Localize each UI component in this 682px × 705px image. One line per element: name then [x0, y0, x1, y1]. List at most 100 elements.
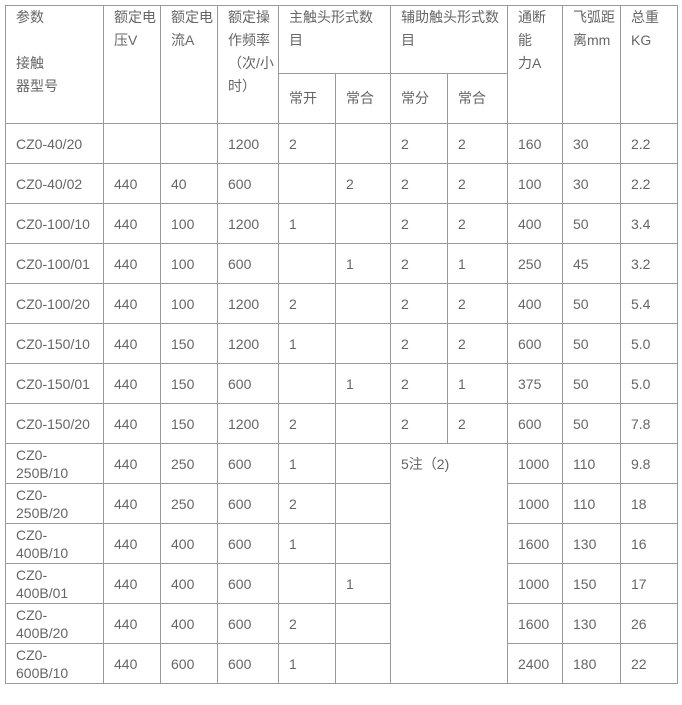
table-row: CZ0-250B/20 440 250 600 2 1000 110 18 [5, 483, 678, 524]
cell-frequency: 600 [217, 603, 279, 644]
table-row: CZ0-100/10 440 100 1200 1 2 2 400 50 3.4 [5, 203, 678, 244]
cell-main-no [278, 163, 336, 204]
cell-capacity: 1000 [507, 563, 563, 604]
cell-main-no: 1 [278, 643, 336, 684]
header-corner-params-model: 参数 接触 器型号 [5, 5, 104, 124]
cell-model: CZ0-250B/10 [5, 443, 104, 484]
cell-voltage: 440 [103, 643, 161, 684]
cell-current: 100 [160, 203, 218, 244]
cell-arc: 50 [562, 323, 621, 364]
cell-model: CZ0-100/20 [5, 283, 104, 324]
cell-aux-no: 2 [390, 243, 448, 284]
cell-current: 400 [160, 523, 218, 564]
cell-capacity: 1600 [507, 523, 563, 564]
cell-aux-nc: 1 [447, 363, 508, 404]
cell-model: CZ0-600B/10 [5, 643, 104, 684]
cell-current: 250 [160, 443, 218, 484]
cell-frequency: 1200 [217, 323, 279, 364]
cell-frequency: 600 [217, 443, 279, 484]
cell-main-no: 1 [278, 443, 336, 484]
cell-capacity: 2400 [507, 643, 563, 684]
cell-current: 150 [160, 363, 218, 404]
cell-aux-nc: 2 [447, 203, 508, 244]
cell-aux-nc: 2 [447, 323, 508, 364]
table-body: CZ0-40/20 1200 2 2 2 160 30 2.2 CZ0-40/02 440 40 60… [5, 123, 678, 684]
cell-weight: 16 [620, 523, 678, 564]
cell-aux-no: 2 [390, 403, 448, 444]
cell-main-nc [335, 323, 391, 364]
cell-voltage: 440 [103, 603, 161, 644]
cell-arc: 50 [562, 403, 621, 444]
cell-main-no [278, 563, 336, 604]
cell-frequency: 1200 [217, 123, 279, 164]
cell-aux-no: 2 [390, 323, 448, 364]
table-row: CZ0-250B/10 440 250 600 1 5注（2) 1000 110 9.8 [5, 443, 678, 684]
cell-weight: 7.8 [620, 403, 678, 444]
cell-main-nc [335, 483, 391, 524]
cell-weight: 2.2 [620, 123, 678, 164]
cell-main-no [278, 243, 336, 284]
cell-current: 150 [160, 403, 218, 444]
table-row: CZ0-600B/10 440 600 600 1 2400 180 22 [5, 643, 678, 684]
header-rated-current: 额定电 流A [160, 5, 218, 124]
cell-frequency: 600 [217, 563, 279, 604]
cell-weight: 22 [620, 643, 678, 684]
cell-model: CZ0-400B/20 [5, 603, 104, 644]
table-row: CZ0-100/01 440 100 600 1 2 1 250 45 3.2 [5, 243, 678, 284]
cell-arc: 50 [562, 203, 621, 244]
cell-capacity: 600 [507, 403, 563, 444]
cell-aux-no: 2 [390, 363, 448, 404]
cell-model: CZ0-100/10 [5, 203, 104, 244]
cell-capacity: 1000 [507, 483, 563, 524]
cell-aux-merged-note: 5注（2) [390, 443, 508, 684]
table-row: CZ0-100/20 440 100 1200 2 2 2 400 50 5.4 [5, 283, 678, 324]
header-op-frequency: 额定操 作频率 （次/小 时） [217, 5, 279, 124]
cell-main-nc [335, 123, 391, 164]
cell-voltage [103, 123, 161, 164]
cell-arc: 50 [562, 283, 621, 324]
cell-capacity: 1600 [507, 603, 563, 644]
cell-weight: 2.2 [620, 163, 678, 204]
cell-voltage: 440 [103, 243, 161, 284]
cell-main-no: 1 [278, 523, 336, 564]
contactor-spec-table: 参数 接触 器型号 额定电 压V 额定电 流A 额定操 作频率 （次/小 时） … [5, 5, 678, 684]
header-main-normally-closed: 常合 [335, 73, 391, 124]
cell-frequency: 600 [217, 643, 279, 684]
cell-current: 250 [160, 483, 218, 524]
cell-frequency: 600 [217, 243, 279, 284]
cell-frequency: 1200 [217, 403, 279, 444]
cell-model: CZ0-400B/10 [5, 523, 104, 564]
cell-aux-nc: 2 [447, 163, 508, 204]
cell-model: CZ0-40/20 [5, 123, 104, 164]
cell-model: CZ0-150/10 [5, 323, 104, 364]
header-aux-contacts-group: 辅助触头形式数 目 [390, 5, 508, 74]
cell-current: 100 [160, 283, 218, 324]
cell-arc: 110 [562, 443, 621, 484]
header-total-weight: 总重 KG [620, 5, 678, 124]
cell-current: 600 [160, 643, 218, 684]
cell-arc: 45 [562, 243, 621, 284]
cell-main-nc: 1 [335, 363, 391, 404]
header-rated-voltage: 额定电 压V [103, 5, 161, 124]
cell-frequency: 600 [217, 523, 279, 564]
cell-weight: 5.0 [620, 363, 678, 404]
table-row: CZ0-150/10 440 150 1200 1 2 2 600 50 5.0 [5, 323, 678, 364]
cell-main-nc [335, 403, 391, 444]
cell-frequency: 1200 [217, 283, 279, 324]
cell-weight: 5.4 [620, 283, 678, 324]
cell-model: CZ0-250B/20 [5, 483, 104, 524]
cell-aux-nc: 2 [447, 123, 508, 164]
cell-aux-nc: 1 [447, 243, 508, 284]
table-header: 参数 接触 器型号 额定电 压V 额定电 流A 额定操 作频率 （次/小 时） … [5, 5, 678, 124]
cell-current: 150 [160, 323, 218, 364]
cell-weight: 26 [620, 603, 678, 644]
cell-model: CZ0-150/01 [5, 363, 104, 404]
cell-weight: 18 [620, 483, 678, 524]
cell-weight: 3.2 [620, 243, 678, 284]
cell-current: 400 [160, 563, 218, 604]
header-aux-normally-open: 常分 [390, 73, 448, 124]
cell-main-no: 2 [278, 123, 336, 164]
cell-frequency: 600 [217, 363, 279, 404]
cell-weight: 17 [620, 563, 678, 604]
cell-aux-nc: 2 [447, 283, 508, 324]
